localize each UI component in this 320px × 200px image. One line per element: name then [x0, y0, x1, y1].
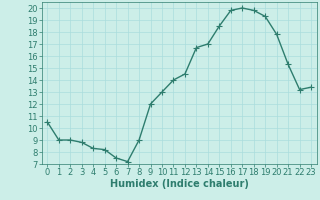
X-axis label: Humidex (Indice chaleur): Humidex (Indice chaleur) [110, 179, 249, 189]
